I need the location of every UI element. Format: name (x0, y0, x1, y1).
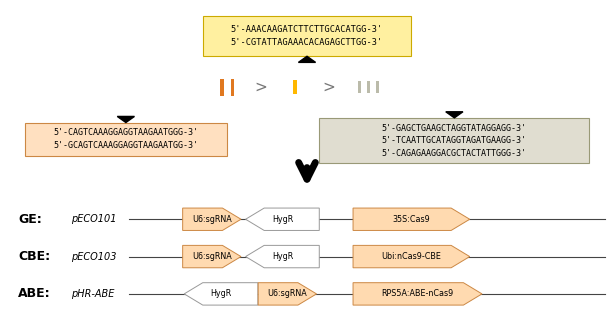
Text: ABE:: ABE: (18, 287, 51, 300)
Polygon shape (117, 116, 134, 123)
Text: HygR: HygR (211, 290, 231, 298)
Text: 35S:Cas9: 35S:Cas9 (392, 215, 430, 224)
Bar (357, 81, 361, 94)
Polygon shape (184, 283, 258, 305)
Text: pHR-ABE: pHR-ABE (71, 289, 114, 299)
Text: 5'-GAGCTGAAGCTAGGTATAGGAGG-3'
5'-TCAATTGCATAGGTAGATGAAGG-3'
5'-CAGAGAAGGACGCTACT: 5'-GAGCTGAAGCTAGGTATAGGAGG-3' 5'-TCAATTG… (382, 124, 527, 158)
Text: pECO103: pECO103 (71, 252, 116, 262)
Polygon shape (183, 208, 241, 230)
Text: 5'-AAACAAGATCTTCTTGCACATGG-3'
5'-CGTATTAGAAACACAGAGCTTGG-3': 5'-AAACAAGATCTTCTTGCACATGG-3' 5'-CGTATTA… (231, 25, 383, 47)
Polygon shape (353, 283, 482, 305)
Bar (367, 81, 370, 94)
Text: 5'-CAGTCAAAGGAGGTAAGAATGGG-3'
5'-GCAGTCAAAGGAGGTAAGAATGG-3': 5'-CAGTCAAAGGAGGTAAGAATGGG-3' 5'-GCAGTCA… (53, 128, 198, 150)
Text: >: > (255, 80, 267, 95)
Bar (376, 81, 379, 94)
Bar (220, 78, 223, 96)
Polygon shape (246, 208, 319, 230)
Polygon shape (246, 245, 319, 268)
Text: RPS5A:ABE-nCas9: RPS5A:ABE-nCas9 (381, 290, 454, 298)
Polygon shape (353, 245, 470, 268)
Polygon shape (183, 245, 241, 268)
Polygon shape (353, 208, 470, 230)
Text: CBE:: CBE: (18, 250, 50, 263)
FancyBboxPatch shape (319, 118, 589, 163)
Polygon shape (446, 112, 463, 118)
Text: U6:sgRNA: U6:sgRNA (268, 290, 307, 298)
Text: pECO101: pECO101 (71, 214, 116, 224)
Text: HygR: HygR (272, 215, 293, 224)
Text: U6:sgRNA: U6:sgRNA (192, 215, 231, 224)
Text: U6:sgRNA: U6:sgRNA (192, 252, 231, 261)
FancyBboxPatch shape (203, 16, 411, 56)
Polygon shape (298, 56, 316, 63)
Polygon shape (258, 283, 317, 305)
Text: HygR: HygR (272, 252, 293, 261)
Text: GE:: GE: (18, 213, 42, 226)
FancyBboxPatch shape (25, 123, 227, 156)
Text: >: > (322, 80, 335, 95)
Bar (231, 78, 235, 96)
Bar (293, 80, 297, 94)
Text: Ubi:nCas9-CBE: Ubi:nCas9-CBE (381, 252, 441, 261)
